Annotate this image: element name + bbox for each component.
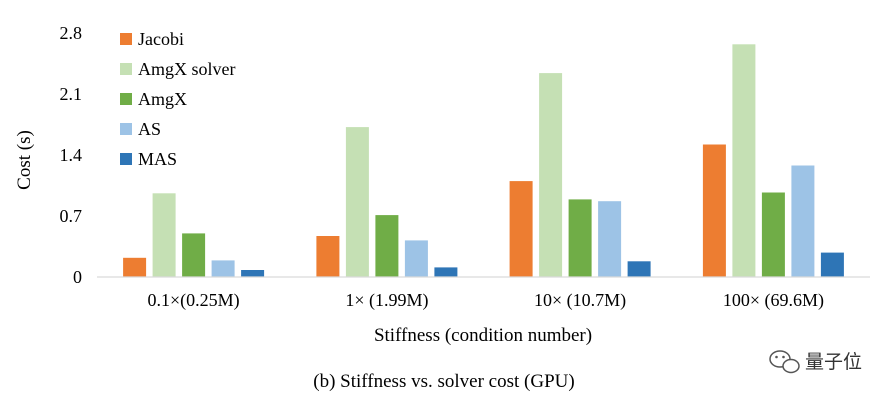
y-axis-ticks: 0 0.7 1.4 2.1 2.8	[60, 23, 83, 287]
wechat-icon	[769, 350, 800, 374]
bar-amgx-solver-0	[152, 193, 176, 277]
bar-mas-2	[627, 261, 651, 277]
y-tick-label: 2.1	[60, 84, 83, 104]
bar-amgx-solver-2	[539, 73, 563, 277]
y-tick-label: 1.4	[60, 145, 83, 165]
bar-as-1	[404, 240, 428, 277]
x-tick-label: 100× (69.6M)	[723, 290, 824, 311]
bar-amgx-1	[375, 215, 399, 277]
legend-swatch	[120, 123, 132, 135]
bar-amgx-2	[568, 199, 592, 277]
x-axis-title: Stiffness (condition number)	[374, 325, 592, 346]
bar-jacobi-2	[509, 181, 533, 277]
watermark-text: 量子位	[805, 351, 862, 373]
legend-swatch	[120, 33, 132, 45]
bar-amgx-0	[182, 233, 206, 277]
bar-as-3	[791, 165, 815, 277]
bar-amgx-solver-3	[732, 44, 756, 277]
y-tick-label: 2.8	[60, 23, 83, 43]
bar-mas-1	[434, 267, 458, 277]
y-tick-label: 0	[73, 267, 82, 287]
legend: Jacobi AmgX solver AmgX AS MAS	[120, 29, 236, 169]
legend-label: AmgX solver	[138, 59, 236, 79]
x-tick-label: 10× (10.7M)	[534, 290, 626, 311]
legend-swatch	[120, 63, 132, 75]
bar-amgx-solver-1	[345, 127, 369, 277]
legend-label: AS	[138, 119, 161, 139]
x-tick-label: 0.1×(0.25M)	[148, 290, 240, 311]
x-axis-ticks: 0.1×(0.25M) 1× (1.99M) 10× (10.7M) 100× (69…	[148, 290, 824, 311]
bars-group	[123, 44, 844, 277]
bar-amgx-3	[761, 192, 785, 277]
bar-jacobi-3	[702, 144, 726, 277]
bar-jacobi-0	[123, 257, 147, 277]
legend-label: Jacobi	[138, 29, 184, 49]
legend-swatch	[120, 93, 132, 105]
x-tick-label: 1× (1.99M)	[345, 290, 428, 311]
y-tick-label: 0.7	[60, 206, 83, 226]
bar-mas-0	[241, 270, 265, 277]
legend-label: MAS	[138, 149, 177, 169]
bar-mas-3	[820, 252, 844, 277]
bar-as-0	[211, 260, 235, 277]
bar-as-2	[598, 201, 622, 277]
bar-jacobi-1	[316, 236, 340, 277]
figure-caption: (b) Stiffness vs. solver cost (GPU)	[313, 371, 574, 392]
y-axis-title: Cost (s)	[14, 130, 35, 190]
legend-label: AmgX	[138, 89, 187, 109]
watermark: 量子位	[769, 350, 862, 374]
legend-swatch	[120, 153, 132, 165]
